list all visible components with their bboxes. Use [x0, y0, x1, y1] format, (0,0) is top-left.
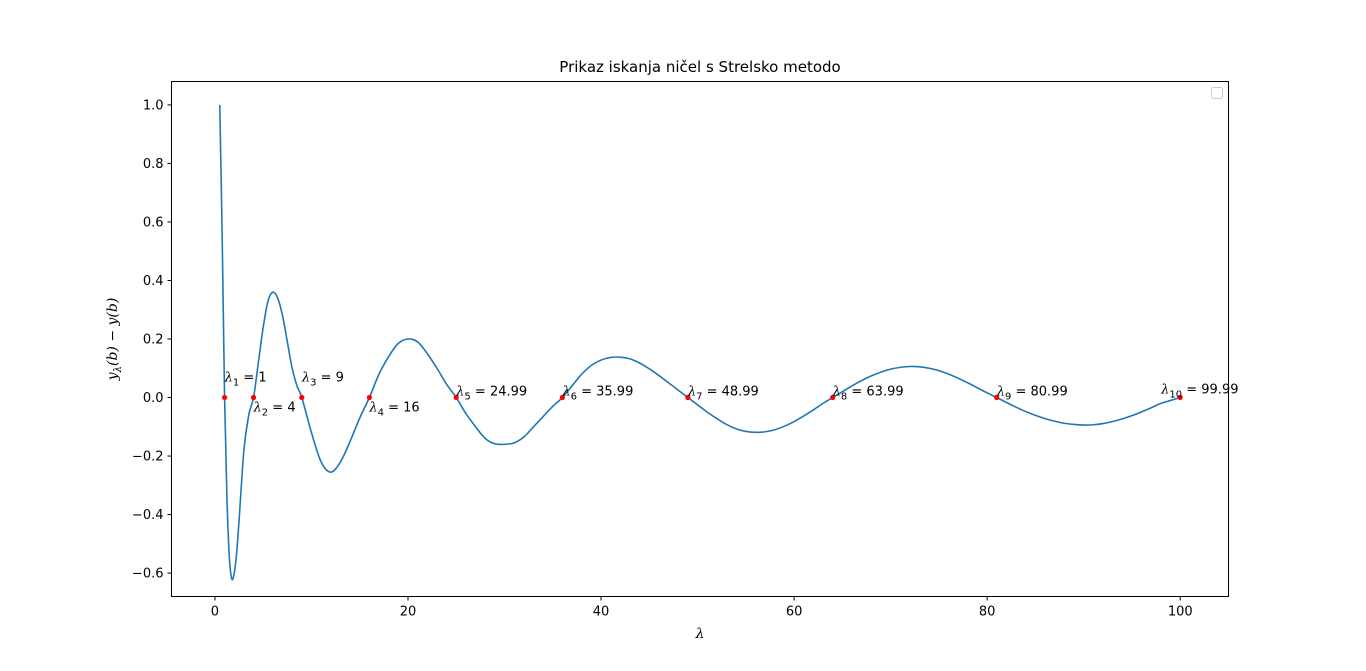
root-markers: λ1 = 1 λ2 = 4 λ3 = 9 λ4 = 16 λ5 = 24.99 λ6 = … — [221, 371, 1238, 419]
root-label: λ1 = 1 — [224, 371, 267, 389]
y-tick-label: 1.0 — [143, 98, 164, 113]
x-tick-label: 80 — [979, 605, 996, 620]
root-marker — [685, 394, 691, 401]
root-marker — [366, 394, 372, 401]
x-tick-label: 100 — [1168, 605, 1193, 620]
root-label: λ7 = 48.99 — [687, 385, 759, 403]
chart-title: Prikaz iskanja ničel s Strelsko metodo — [559, 58, 840, 76]
legend-box — [1211, 87, 1223, 99]
x-tick-label: 20 — [400, 605, 417, 620]
y-axis-label-y: y — [105, 371, 121, 381]
series-line — [218, 104, 1181, 581]
y-tick-label: −0.2 — [132, 450, 164, 465]
root-label: λ3 = 9 — [301, 371, 344, 389]
root-label: λ5 = 24.99 — [455, 385, 527, 403]
root-label: λ4 = 16 — [368, 401, 419, 419]
y-axis-ticks: −0.6 −0.4 −0.2 0.0 0.2 0.4 0.6 0.8 1.0 — [132, 98, 172, 582]
plot-area: λ1 = 1 λ2 = 4 λ3 = 9 λ4 = 16 λ5 = 24.99 λ6 = … — [171, 81, 1238, 597]
root-label: λ10 = 99.99 — [1160, 383, 1238, 401]
x-axis-label: λ — [695, 626, 705, 642]
y-axis-label-rest: (b) − y(b) — [105, 298, 121, 366]
y-tick-label: 0.2 — [143, 333, 164, 348]
root-marker — [221, 394, 228, 401]
x-tick-label: 60 — [786, 605, 803, 620]
root-marker — [830, 394, 836, 401]
x-axis-ticks: 0 20 40 60 80 100 — [211, 596, 1193, 620]
data-layer — [218, 104, 1181, 581]
y-tick-label: 0.8 — [143, 157, 164, 172]
y-axis-label-sub: λ — [113, 366, 124, 373]
root-label: λ2 = 4 — [253, 401, 296, 419]
root-label: λ8 = 63.99 — [832, 385, 904, 403]
y-tick-label: 0.4 — [143, 274, 164, 289]
root-label: λ6 = 35.99 — [561, 385, 633, 403]
x-tick-label: 0 — [211, 605, 219, 620]
y-tick-label: −0.4 — [132, 508, 164, 523]
y-tick-label: 0.6 — [143, 215, 164, 230]
root-marker — [299, 394, 305, 401]
root-marker — [1177, 394, 1183, 401]
root-marker — [994, 394, 1000, 401]
y-tick-label: 0.0 — [143, 391, 164, 406]
root-marker — [250, 394, 257, 401]
y-tick-label: −0.6 — [132, 567, 164, 582]
y-axis-label: yλ(b) − y(b) — [105, 298, 124, 382]
root-marker — [453, 394, 459, 401]
root-label: λ9 = 80.99 — [996, 385, 1068, 403]
root-marker — [559, 394, 565, 401]
x-tick-label: 40 — [593, 605, 610, 620]
axes-frame — [171, 81, 1229, 597]
